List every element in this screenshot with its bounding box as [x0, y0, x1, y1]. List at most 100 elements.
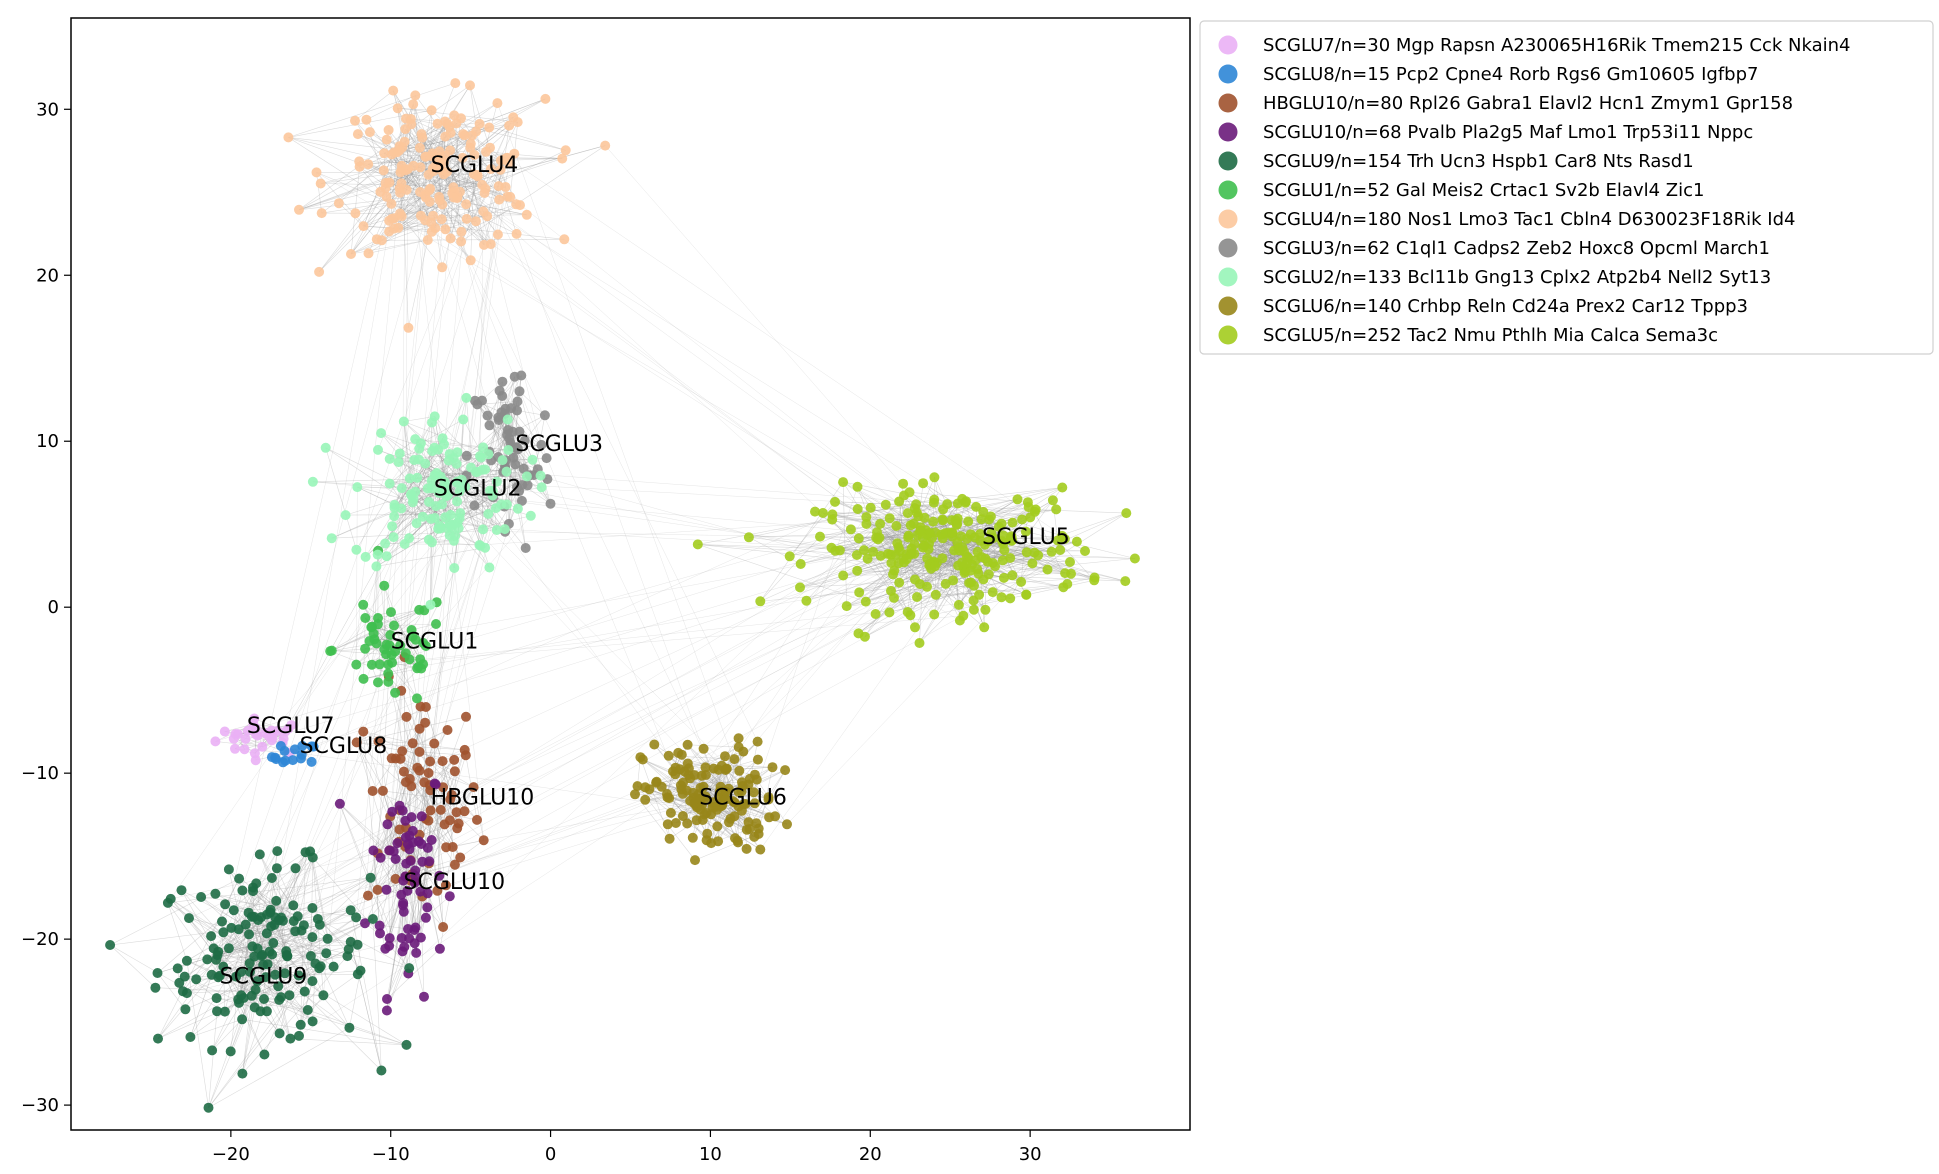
data-point: [795, 582, 805, 593]
data-point: [845, 524, 856, 535]
graph-edge: [1001, 577, 1095, 598]
data-point: [476, 452, 487, 463]
data-point: [930, 589, 941, 600]
data-point: [521, 471, 532, 482]
data-point: [834, 545, 845, 556]
data-point: [479, 188, 490, 198]
graph-edge: [405, 513, 489, 864]
graph-edge: [251, 795, 725, 918]
data-point: [708, 763, 719, 774]
graph-edge: [497, 103, 757, 824]
data-point: [919, 512, 930, 523]
graph-edge: [276, 868, 350, 1028]
graph-edge: [413, 498, 446, 518]
graph-edge: [947, 503, 1095, 581]
data-point: [492, 98, 503, 109]
data-point: [755, 596, 766, 607]
data-point: [307, 903, 318, 913]
legend-entry: SCGLU6/n=140 Crhbp Reln Cd24a Prex2 Car1…: [1218, 296, 1748, 317]
graph-edge: [439, 143, 472, 201]
data-point: [398, 416, 409, 427]
data-point: [440, 880, 451, 891]
graph-edge: [405, 124, 412, 171]
data-point: [712, 821, 723, 832]
graph-edge: [294, 931, 324, 996]
data-point: [415, 701, 426, 712]
data-point: [909, 503, 920, 514]
data-point: [272, 846, 283, 857]
graph-edge: [217, 954, 316, 964]
graph-edge: [519, 391, 546, 416]
data-point: [902, 508, 913, 519]
data-point: [396, 503, 407, 514]
data-point: [514, 426, 525, 437]
legend-label: SCGLU1/n=52 Gal Meis2 Crtac1 Sv2b Elavl4…: [1263, 180, 1704, 201]
data-point: [743, 532, 754, 543]
data-point: [307, 1016, 318, 1027]
data-point: [363, 248, 374, 259]
graph-edge: [393, 135, 473, 229]
graph-edge: [330, 645, 426, 652]
data-point: [859, 545, 869, 556]
data-point: [373, 677, 383, 688]
graph-edge: [389, 782, 407, 851]
y-tick-label: −30: [21, 1095, 59, 1116]
data-point: [682, 818, 693, 829]
graph-edge: [466, 103, 498, 219]
data-point: [449, 766, 460, 777]
graph-edge: [201, 896, 373, 920]
graph-edge: [697, 544, 866, 602]
data-point: [928, 516, 939, 527]
graph-edge: [368, 163, 517, 205]
data-point: [479, 239, 489, 250]
graph-edge: [903, 557, 985, 628]
data-point: [387, 657, 398, 668]
data-point: [207, 1045, 218, 1056]
graph-edge: [357, 944, 382, 1071]
graph-edge: [479, 211, 484, 457]
graph-edge: [760, 536, 821, 602]
graph-edge: [223, 438, 443, 967]
data-point: [457, 152, 468, 163]
data-point: [380, 538, 391, 549]
graph-edge: [501, 471, 507, 505]
graph-edge: [449, 453, 481, 546]
graph-edge: [208, 1011, 218, 1108]
graph-edge: [216, 997, 308, 1011]
graph-edge: [259, 854, 312, 957]
data-point: [404, 933, 415, 944]
graph-edge: [387, 824, 390, 939]
y-tick-label: −20: [21, 929, 59, 950]
graph-edge: [389, 422, 433, 484]
data-point: [396, 933, 407, 943]
data-point: [385, 630, 396, 640]
graph-edge: [438, 154, 475, 198]
data-point: [698, 781, 709, 792]
graph-edge: [968, 512, 1127, 584]
data-point: [386, 607, 396, 618]
x-tick-label: 30: [1019, 1144, 1042, 1165]
data-point: [1025, 512, 1036, 523]
data-point: [512, 503, 523, 514]
data-point: [891, 521, 902, 531]
graph-edge: [412, 543, 915, 638]
data-point: [1057, 482, 1068, 493]
cluster-label: SCGLU5: [982, 525, 1070, 550]
graph-edge: [409, 478, 436, 519]
graph-edge: [356, 706, 427, 743]
data-point: [484, 562, 495, 573]
graph-edge: [190, 914, 268, 1038]
data-point: [472, 170, 483, 180]
graph-edge: [402, 729, 448, 752]
data-point: [721, 794, 731, 805]
graph-edge: [428, 716, 467, 821]
graph-edge: [441, 487, 493, 496]
data-point: [478, 835, 489, 846]
legend-entry: SCGLU8/n=15 Pcp2 Cpne4 Rorb Rgs6 Gm10605…: [1218, 64, 1758, 85]
graph-edge: [645, 799, 698, 808]
data-point: [700, 762, 711, 773]
data-point: [478, 442, 489, 453]
data-point: [429, 411, 440, 422]
graph-edge: [460, 512, 497, 531]
data-point: [325, 646, 336, 657]
